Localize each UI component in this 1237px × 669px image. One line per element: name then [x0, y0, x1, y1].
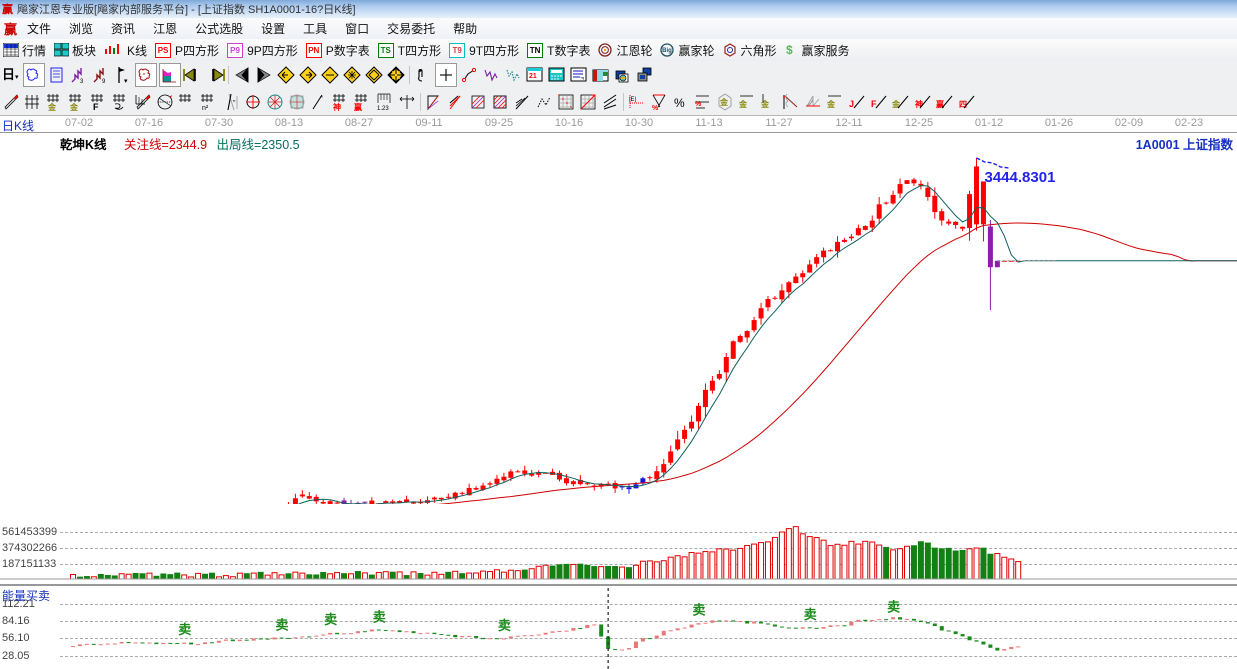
svg-text:J: J — [849, 99, 854, 109]
svg-text:金: 金 — [738, 99, 748, 109]
svg-text:金: 金 — [760, 99, 770, 109]
svg-text:金: 金 — [47, 102, 57, 111]
svg-text:": " — [233, 100, 236, 107]
svg-text:Big: Big — [663, 48, 673, 54]
svg-text:金: 金 — [719, 97, 729, 107]
svg-text:卖: 卖 — [498, 618, 511, 633]
svg-text:9: 9 — [102, 79, 106, 84]
svg-text:卖: 卖 — [276, 617, 289, 632]
svg-text:日: 日 — [2, 67, 15, 82]
svg-text:%: % — [674, 96, 685, 110]
svg-text:赢: 赢 — [354, 102, 362, 111]
svg-text:卖: 卖 — [804, 607, 817, 622]
svg-text:1.23: 1.23 — [377, 106, 389, 111]
svg-text:卖: 卖 — [693, 603, 706, 618]
svg-text:卖: 卖 — [178, 622, 191, 637]
svg-text:3: 3 — [80, 79, 84, 84]
svg-text:n²: n² — [202, 105, 209, 111]
svg-text:金: 金 — [892, 99, 901, 109]
svg-text:卖: 卖 — [324, 612, 337, 627]
svg-text:卖: 卖 — [887, 600, 900, 615]
svg-text:%: % — [695, 101, 702, 108]
svg-text:'': '' — [320, 96, 323, 103]
svg-text:%: % — [652, 105, 659, 111]
svg-text:▾: ▾ — [15, 74, 19, 81]
svg-text:$: $ — [786, 43, 793, 57]
svg-text:F: F — [93, 102, 99, 111]
svg-text:神: 神 — [915, 99, 923, 109]
svg-text:▾: ▾ — [124, 78, 128, 84]
svg-text:卖: 卖 — [373, 609, 386, 624]
svg-text:3444.8301: 3444.8301 — [985, 169, 1056, 186]
svg-text:神: 神 — [333, 102, 341, 111]
svg-text:金: 金 — [69, 102, 79, 111]
svg-text:|E|: |E| — [629, 97, 637, 103]
svg-text:金: 金 — [826, 99, 836, 109]
svg-text:四: 四 — [959, 100, 967, 109]
svg-text:21: 21 — [529, 73, 537, 80]
